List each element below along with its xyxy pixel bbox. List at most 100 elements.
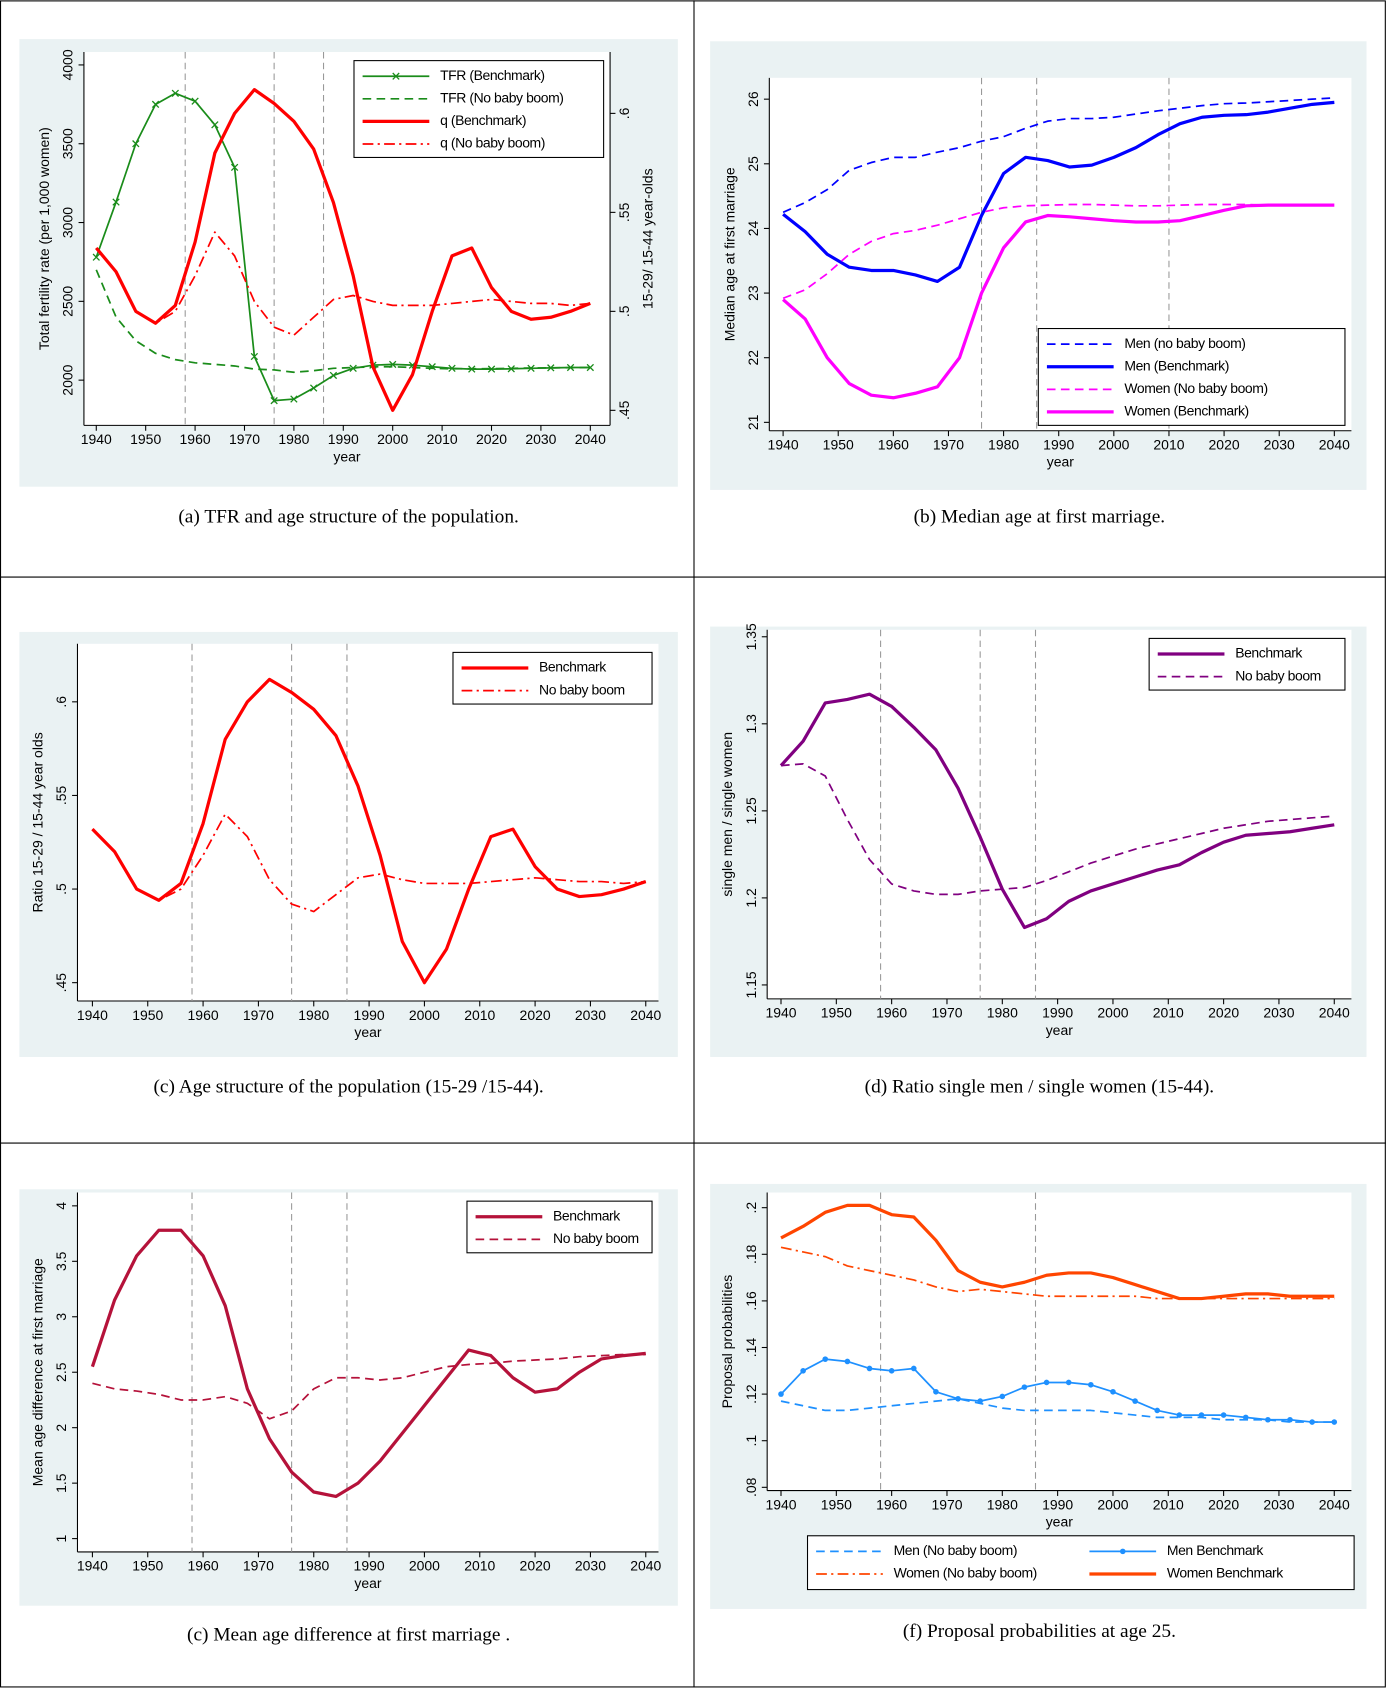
- x-tick-label: 1990: [1043, 437, 1074, 453]
- y-tick-label: 1: [53, 1534, 69, 1542]
- marker: [211, 121, 219, 129]
- marker: [1265, 1416, 1271, 1423]
- marker: [888, 1368, 895, 1374]
- y-axis-title: single men / single women: [719, 732, 735, 897]
- caption: (d) Ratio single men / single women (15-…: [865, 1077, 1214, 1098]
- legend-marker: [1119, 1548, 1126, 1555]
- y-tick-label: 4000: [60, 49, 76, 80]
- x-tick-label: 2030: [1263, 1496, 1294, 1512]
- legend-label: No baby boom: [539, 681, 625, 697]
- x-tick-label: 2030: [575, 1558, 606, 1574]
- x-tick-label: 1940: [81, 431, 112, 447]
- y-axis-title: Mean age difference at first marriage: [29, 1258, 45, 1486]
- y-tick-label: 25: [745, 156, 761, 172]
- series-line: [782, 100, 1335, 284]
- y-tick-label: 26: [745, 91, 761, 107]
- legend-label: TFR (No baby boom): [440, 90, 563, 106]
- x-tick-label: 1980: [298, 1558, 329, 1574]
- caption: (c) Mean age difference at first marriag…: [187, 1624, 510, 1645]
- y-axis-title: Total fertility rate (per 1,000 women): [36, 127, 52, 350]
- y-tick-label: 3000: [60, 207, 76, 238]
- y-tick-label: 3500: [60, 128, 76, 159]
- marker: [1021, 1384, 1028, 1390]
- legend-label: Benchmark: [1235, 645, 1302, 661]
- x-tick-label: 2010: [464, 1007, 495, 1023]
- marker: [1065, 1379, 1072, 1386]
- x-tick-label: 2010: [1153, 1496, 1184, 1512]
- marker: [999, 1393, 1006, 1400]
- chart: 1 1.5 2 2.5 3 3.5 4 1940 1950 1960 1970 1980 1990 200…: [19, 1189, 678, 1645]
- y-tick-label: 2500: [60, 286, 76, 317]
- x-tick-label: 1990: [1042, 1496, 1073, 1512]
- x-tick-label: 1940: [765, 1496, 796, 1512]
- marker: [1220, 1412, 1227, 1418]
- x-tick-label: 2040: [1319, 1005, 1350, 1021]
- marker: [933, 1388, 939, 1395]
- y-tick-label: 2000: [60, 364, 76, 395]
- x-tick-label: 1980: [987, 1005, 1018, 1021]
- x-tick-label: 2000: [409, 1558, 440, 1574]
- y-tick-label: 1.5: [53, 1473, 69, 1493]
- x-tick-label: 1970: [243, 1558, 274, 1574]
- legend-label: No baby boom: [553, 1230, 639, 1246]
- x-tick-label: 1940: [768, 437, 799, 453]
- x-tick-label: 1960: [876, 1496, 907, 1512]
- y-tick-label: .18: [743, 1244, 759, 1264]
- x-tick-label: 2000: [1098, 437, 1129, 453]
- marker: [1043, 1379, 1050, 1386]
- y-tick-label: .5: [53, 883, 69, 895]
- marker: [866, 1365, 873, 1372]
- x-tick-label: 1950: [130, 431, 161, 447]
- y-tick-label: .2: [743, 1202, 759, 1214]
- y-tick-label: 21: [745, 414, 761, 430]
- y2-axis-title: 15-29/ 15-44 year-olds: [639, 168, 655, 309]
- y2-tick-label: .45: [616, 400, 632, 420]
- legend-box: [466, 1200, 653, 1254]
- y-axis-title: Median age at first marriage: [721, 167, 737, 341]
- series-line: [780, 1246, 1335, 1300]
- marker: [1088, 1381, 1094, 1388]
- caption: (a) TFR and age structure of the populat…: [178, 506, 519, 527]
- legend-box: [452, 651, 653, 705]
- legend-label: TFR (Benchmark): [440, 67, 545, 83]
- series-line: [95, 88, 591, 412]
- series-line: [95, 92, 591, 402]
- y-tick-label: 2: [53, 1424, 69, 1432]
- series-line: [780, 762, 1335, 896]
- x-axis-title: year: [1046, 1514, 1074, 1530]
- chart: 21 22 23 24 25 26 1940 1950 1960 1970 1980 1990 2000…: [710, 41, 1367, 527]
- x-tick-label: 2020: [520, 1558, 551, 1574]
- legend-label: Benchmark: [553, 1207, 620, 1223]
- y-tick-label: 3.5: [53, 1251, 69, 1271]
- x-tick-label: 1970: [229, 431, 260, 447]
- chart: 2000 2500 3000 3500 4000 .45 .5 .55 .6 1940 1950 19…: [19, 39, 678, 527]
- legend: Benchmark No baby boom: [1148, 637, 1346, 691]
- series-line: [91, 677, 647, 985]
- marker: [1331, 1419, 1338, 1425]
- y-axis-title: Ratio 15-29 / 15-44 year olds: [29, 732, 45, 912]
- x-tick-label: 2020: [1208, 1496, 1239, 1512]
- x-tick-label: 1990: [354, 1007, 385, 1023]
- marker: [1309, 1419, 1315, 1425]
- legend: TFR (Benchmark) TFR (No baby boom) q (Benc…: [353, 60, 605, 158]
- x-tick-label: 2040: [630, 1007, 661, 1023]
- series-line: [91, 813, 646, 913]
- y-tick-label: .14: [743, 1338, 759, 1358]
- y2-tick-label: .5: [616, 305, 632, 317]
- marker: [309, 384, 318, 392]
- y-tick-label: 1.25: [743, 797, 759, 824]
- legend-marker: [392, 72, 400, 80]
- x-axis-title: year: [1047, 454, 1075, 470]
- legend-label: Men (No baby boom): [894, 1542, 1017, 1558]
- y-tick-label: 24: [745, 220, 761, 236]
- marker: [270, 396, 278, 405]
- x-axis-title: year: [354, 1024, 382, 1040]
- plot-area: [767, 1192, 1352, 1491]
- x-tick-label: 1990: [328, 431, 359, 447]
- x-tick-label: 1970: [931, 1005, 962, 1021]
- y2-tick-label: .55: [616, 202, 632, 222]
- x-tick-label: 2000: [1097, 1496, 1128, 1512]
- x-tick-label: 2040: [1319, 437, 1350, 453]
